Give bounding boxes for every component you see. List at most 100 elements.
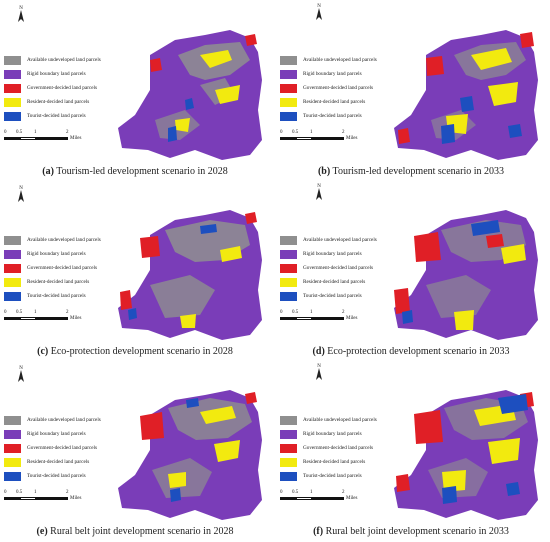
scale-units: Miles [70, 136, 82, 141]
panel-letter: (b) [317, 166, 331, 177]
legend-swatch [4, 429, 21, 439]
legend-item-government: Government-decided land parcels [280, 263, 373, 273]
government-parcels [245, 34, 257, 46]
resident-parcels [442, 470, 466, 492]
legend-swatch [4, 415, 21, 425]
undeveloped-area [426, 275, 491, 318]
tourist-parcels [200, 224, 217, 234]
north-label: N [317, 4, 321, 9]
scale-segment [312, 317, 344, 320]
legend-item-undeveloped: Available undeveloped land parcels [4, 235, 101, 245]
scale-segment [20, 497, 36, 500]
north-arrow: N [14, 366, 28, 384]
legend-item-rigid: Rigid boundary land parcels [4, 69, 86, 79]
map-panel-a [118, 30, 262, 160]
north-label: N [19, 366, 23, 371]
resident-parcels [488, 82, 518, 106]
legend-swatch [4, 97, 21, 107]
resident-parcels [488, 438, 520, 464]
legend-item-tourist: Tourist-decided land parcels [280, 471, 362, 481]
panel-caption: (c) Eco-protection development scenario … [0, 346, 270, 357]
legend-item-undeveloped: Available undeveloped land parcels [280, 235, 377, 245]
panel-caption-text: Rural belt joint development scenario in… [325, 526, 509, 537]
legend-label: Rigid boundary land parcels [303, 431, 362, 437]
north-arrow: N [312, 184, 326, 202]
legend-swatch [280, 69, 297, 79]
legend-label: Resident-decided land parcels [303, 279, 366, 285]
government-parcels [414, 410, 443, 444]
resident-parcels [220, 246, 242, 262]
scale-bar: 0 0.5 1 2 Miles [280, 490, 395, 506]
scale-tick: 1 [34, 490, 37, 495]
tourist-parcels [402, 310, 413, 324]
north-arrow: N [14, 6, 28, 24]
legend-label: Tourist-decided land parcels [303, 113, 362, 119]
legend-item-government: Government-decided land parcels [280, 83, 373, 93]
legend-swatch [280, 291, 297, 301]
legend-swatch [280, 443, 297, 453]
legend-swatch [280, 55, 297, 65]
panel-caption-text: Rural belt joint development scenario in… [50, 526, 234, 537]
resident-parcels [454, 310, 474, 330]
legend-item-undeveloped: Available undeveloped land parcels [280, 55, 377, 65]
government-parcels [398, 128, 410, 144]
scale-tick: 0 [4, 130, 7, 135]
legend-label: Resident-decided land parcels [303, 99, 366, 105]
north-label: N [19, 186, 23, 191]
resident-parcels [214, 440, 240, 462]
legend-item-resident: Resident-decided land parcels [280, 277, 365, 287]
resident-parcels [215, 85, 240, 104]
legend-label: Rigid boundary land parcels [27, 251, 86, 257]
legend-swatch [4, 55, 21, 65]
government-parcels [396, 474, 410, 492]
panel-d: N Available undeveloped land parcels Rig… [276, 180, 546, 358]
government-parcels [140, 412, 164, 440]
government-parcels [426, 56, 444, 76]
north-label: N [19, 6, 23, 11]
legend-label: Tourist-decided land parcels [27, 293, 86, 299]
scale-segment [280, 497, 296, 500]
north-arrow-icon [18, 190, 24, 202]
legend-swatch [280, 263, 297, 273]
map-panel-b [394, 30, 538, 160]
legend-item-resident: Resident-decided land parcels [280, 97, 365, 107]
legend-swatch [4, 249, 21, 259]
legend-label: Tourist-decided land parcels [27, 473, 86, 479]
legend-swatch [4, 291, 21, 301]
legend-label: Government-decided land parcels [303, 85, 374, 91]
undeveloped-area [150, 275, 215, 318]
government-parcels [394, 288, 410, 314]
legend-item-rigid: Rigid boundary land parcels [280, 249, 362, 259]
legend-item-tourist: Tourist-decided land parcels [280, 291, 362, 301]
scale-segment [20, 137, 36, 140]
panel-caption-text: Eco-protection development scenario in 2… [327, 346, 510, 357]
scale-units: Miles [70, 496, 82, 501]
legend-item-undeveloped: Available undeveloped land parcels [4, 55, 101, 65]
legend-item-government: Government-decided land parcels [4, 443, 97, 453]
legend-label: Government-decided land parcels [27, 445, 98, 451]
legend-label: Available undeveloped land parcels [27, 417, 101, 423]
scale-segment [4, 317, 20, 320]
tourist-parcels [442, 486, 457, 504]
legend-label: Resident-decided land parcels [303, 459, 366, 465]
scale-tick: 0.5 [16, 310, 23, 315]
legend-swatch [4, 277, 21, 287]
tourist-parcels [128, 308, 137, 320]
resident-parcels [175, 118, 190, 132]
scale-tick: 1 [310, 490, 313, 495]
panel-caption-text: Tourism-led development scenario in 2033 [332, 166, 505, 177]
panel-letter: (a) [42, 166, 54, 177]
scale-bar: 0 0.5 1 2 Miles [4, 310, 119, 326]
scale-tick: 2 [66, 490, 69, 495]
legend-swatch [4, 83, 21, 93]
north-arrow-icon [18, 370, 24, 382]
legend-item-rigid: Rigid boundary land parcels [4, 249, 86, 259]
legend-label: Government-decided land parcels [27, 265, 98, 271]
scale-bar: 0 0.5 1 2 Miles [4, 130, 119, 146]
map-panel-f [394, 390, 538, 520]
north-label: N [317, 364, 321, 369]
north-arrow-icon [316, 188, 322, 200]
scale-tick: 0 [280, 310, 283, 315]
legend-label: Tourist-decided land parcels [27, 113, 86, 119]
legend-item-tourist: Tourist-decided land parcels [4, 291, 86, 301]
